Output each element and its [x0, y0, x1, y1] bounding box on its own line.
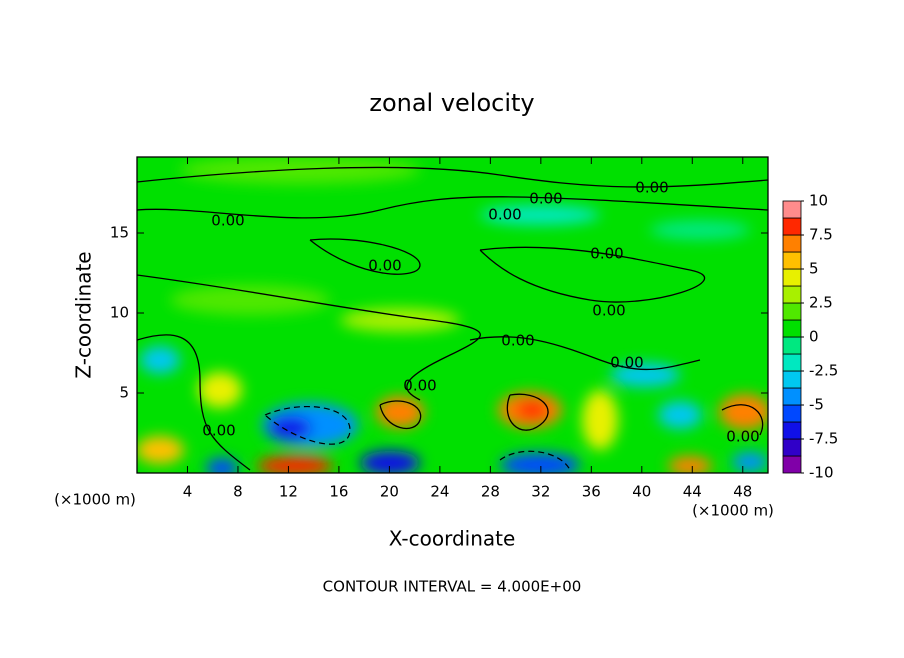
- colorbar-swatch: [782, 353, 802, 372]
- colorbar-tick-label: -10: [809, 464, 834, 482]
- colorbar-swatch: [782, 336, 802, 355]
- colorbar-swatch: [782, 404, 802, 423]
- colorbar-swatch: [782, 455, 802, 474]
- colorbar-swatch: [782, 421, 802, 440]
- colorbar-swatch: [782, 387, 802, 406]
- colorbar-swatch: [782, 370, 802, 389]
- field: [137, 157, 768, 473]
- x-unit-label: (×1000 m): [692, 502, 774, 520]
- contour-label: 0.00: [368, 257, 401, 275]
- colorbar-tick-label: 2.5: [809, 294, 833, 312]
- y-tick-label: 5: [119, 384, 129, 402]
- colorbar-tick-label: 0: [809, 328, 819, 346]
- colorbar-swatch: [782, 251, 802, 270]
- colorbar-tick-label: 10: [809, 192, 828, 210]
- x-tick-label: 28: [481, 483, 500, 501]
- y-tick-label: 15: [110, 224, 129, 242]
- contour-label: 0.00: [529, 190, 562, 208]
- x-tick-label: 16: [329, 483, 348, 501]
- x-tick-label: 40: [632, 483, 651, 501]
- contour-label: 0.00: [501, 332, 534, 350]
- colorbar-tick-label: 7.5: [809, 226, 833, 244]
- colorbar-swatch: [782, 217, 802, 236]
- colorbar-tick-label: -7.5: [809, 430, 838, 448]
- contour-label: 0.00: [403, 377, 436, 395]
- colorbar-swatch: [782, 319, 802, 338]
- contour-label: 0.00: [610, 354, 643, 372]
- colorbar-swatch: [782, 234, 802, 253]
- contour-label: 0.00: [202, 422, 235, 440]
- colorbar-tick-label: -5: [809, 396, 824, 414]
- plot-frame: [136, 156, 769, 474]
- colorbar-swatch: [782, 438, 802, 457]
- contour-label: 0.00: [211, 212, 244, 230]
- colorbar-swatch: [782, 268, 802, 287]
- x-tick-label: 20: [380, 483, 399, 501]
- x-tick-label: 32: [531, 483, 550, 501]
- colorbar-tick-label: -2.5: [809, 362, 838, 380]
- x-unit-label: (×1000 m): [54, 491, 136, 509]
- y-tick-label: 10: [110, 304, 129, 322]
- y-axis-title: Z-coordinate: [72, 251, 96, 378]
- x-tick-label: 44: [683, 483, 702, 501]
- colorbar-swatch: [782, 302, 802, 321]
- x-tick-label: 24: [430, 483, 449, 501]
- x-tick-label: 8: [233, 483, 243, 501]
- x-tick-label: 12: [279, 483, 298, 501]
- x-tick-label: 4: [183, 483, 193, 501]
- colorbar-swatch: [782, 200, 802, 219]
- chart-title: zonal velocity: [369, 89, 534, 117]
- contour-label: 0.00: [592, 302, 625, 320]
- x-tick-label: 36: [582, 483, 601, 501]
- footer-note: CONTOUR INTERVAL = 4.000E+00: [323, 578, 582, 596]
- x-tick-label: 48: [733, 483, 752, 501]
- x-axis-title: X-coordinate: [389, 527, 516, 551]
- colorbar-tick-label: 5: [809, 260, 819, 278]
- contour-label: 0.00: [488, 206, 521, 224]
- contour-label: 0.00: [590, 245, 623, 263]
- colorbar-swatch: [782, 285, 802, 304]
- contour-label: 0.00: [726, 428, 759, 446]
- contour-label: 0.00: [635, 179, 668, 197]
